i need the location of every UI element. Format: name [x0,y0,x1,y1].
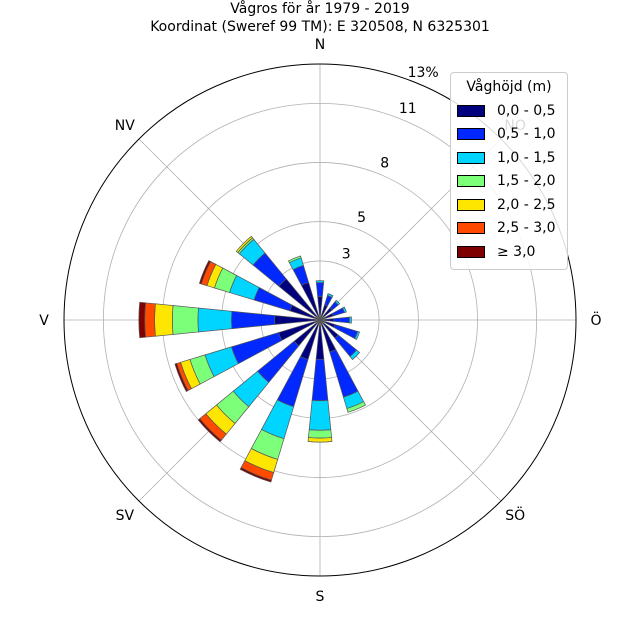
bar-67.5 [319,306,347,321]
bar-segment [333,316,350,324]
direction-label-N: N [315,37,325,53]
bar-247.5 [174,319,321,392]
bar-segment [308,429,332,439]
bar-segment [331,307,345,317]
legend-label: 0,5 - 1,0 [497,126,556,143]
legend-swatch [457,175,485,188]
legend-swatch [457,198,485,211]
bar-segment [354,330,361,340]
bar-segment [315,282,325,297]
bar-45 [319,299,341,321]
grid-ring [102,102,538,538]
legend-entry: 0,5 - 1,0 [457,123,561,147]
bar-112.5 [319,319,361,340]
bar-22.5 [319,293,334,321]
bar-segment [198,260,212,285]
bar-337.5 [287,255,321,321]
direction-label-SV: SV [116,508,135,524]
bar-segment [231,310,276,330]
direction-label-NV: NV [115,118,135,134]
bar-segment [197,418,222,443]
bar-180 [307,319,333,443]
bar-segment [174,363,189,392]
bar-segment [144,302,156,338]
legend-label: 0,0 - 0,5 [497,102,556,119]
bar-segment [349,349,361,361]
direction-label-S: S [316,589,325,605]
legend-entry: 0,0 - 0,5 [457,99,561,123]
legend-swatch [457,222,485,235]
legend-label: 2,5 - 3,0 [497,220,556,237]
bar-segment [349,316,352,324]
legend-entry: 1,0 - 1,5 [457,146,561,170]
legend-label: 2,0 - 2,5 [497,196,556,213]
legend-swatch [457,128,485,141]
bar-segment [346,401,366,413]
bar-segment [154,303,174,337]
radial-tick-label: 11 [399,101,417,117]
chart-subtitle: Koordinat (Sweref 99 TM): E 320508, N 63… [150,19,490,35]
direction-label-SO: SÖ [505,506,525,524]
outer-frame [63,63,577,577]
direction-label-V: V [39,313,49,329]
bar-segment [307,437,333,443]
bar-270 [138,301,321,339]
bar-292.5 [198,260,321,321]
bar-segment [239,467,272,483]
radial-tick-label: 13% [408,65,439,81]
bar-segment [334,299,341,306]
legend-entry: ≥ 3,0 [457,240,561,264]
legend-swatch [457,104,485,117]
bar-segment [171,305,199,335]
legend-label: 1,5 - 2,0 [497,173,556,190]
legend-entry: 2,5 - 3,0 [457,217,561,241]
bar-segment [311,358,329,402]
radial-tick-labels: 3 5 8 11 13% [342,65,439,262]
legend-label: 1,0 - 1,5 [497,149,556,166]
legend-label: ≥ 3,0 [497,243,536,260]
bar-135 [319,319,361,361]
rose-bars [138,235,366,483]
legend-entry: 1,5 - 2,0 [457,170,561,194]
bar-segment [308,399,332,431]
legend: Våghöjd (m) 0,0 - 0,5 0,5 - 1,0 1,0 - 1,5 1… [450,72,568,270]
bar-segment [326,293,334,298]
bar-202.5 [239,319,321,483]
direction-label-O: Ö [590,311,601,329]
legend-title: Våghöjd (m) [466,79,552,95]
radial-tick-label: 5 [357,210,366,226]
chart-title: Vågros för år 1979 - 2019 [230,1,410,17]
legend-entry: 2,0 - 2,5 [457,193,561,217]
legend-swatch [457,151,485,164]
bar-segment [235,235,254,254]
bar-225 [197,319,321,443]
chart-title-block: Vågros för år 1979 - 2019 Koordinat (Swe… [0,0,640,36]
bar-segment [197,307,233,333]
bar-157.5 [319,319,366,413]
bar-segment [138,301,146,339]
bar-0 [315,280,325,321]
bar-segment [315,280,325,284]
bar-315 [235,235,321,321]
bar-segment [287,255,302,264]
bar-segment [342,306,347,314]
radial-tick-label: 3 [342,246,351,262]
radial-tick-label: 8 [380,156,389,172]
legend-swatch [457,245,485,258]
bar-90 [319,316,352,324]
